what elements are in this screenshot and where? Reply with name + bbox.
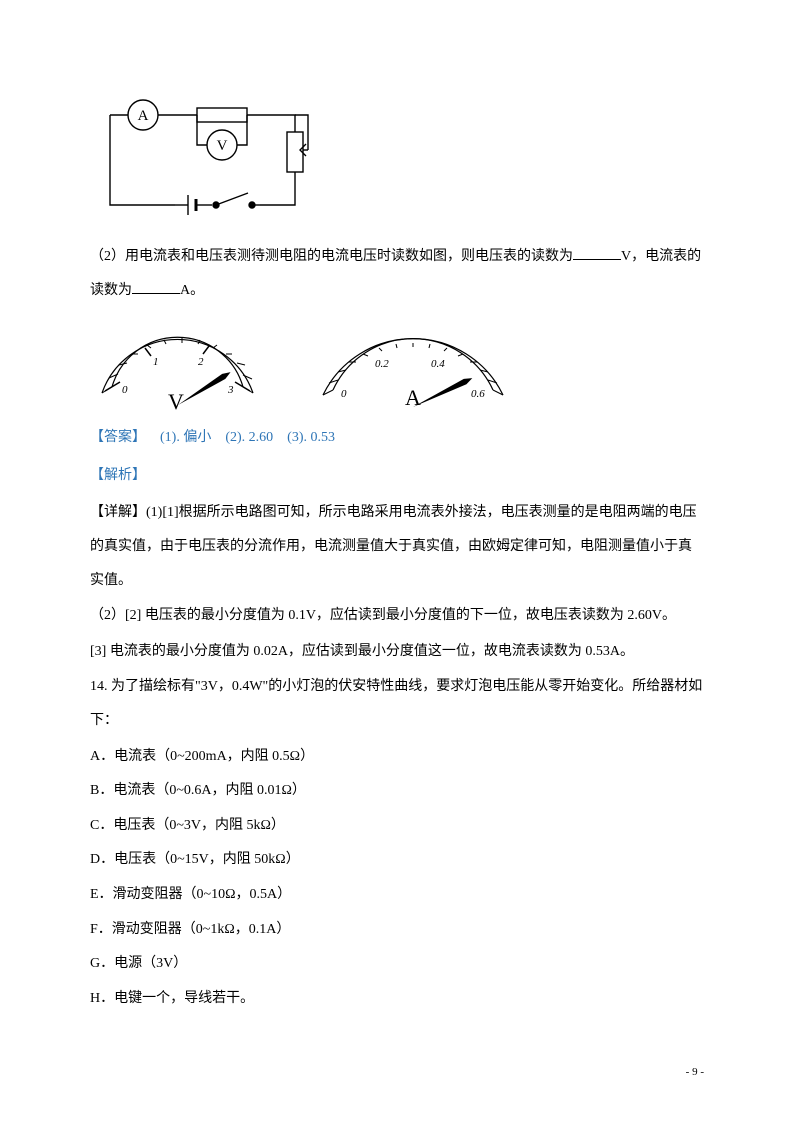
q2-text-c: A。 xyxy=(180,283,204,298)
voltmeter-symbol: V xyxy=(217,138,228,154)
detail-p2: （2）[2] 电压表的最小分度值为 0.1V，应估读到最小分度值的下一位，故电压… xyxy=(90,599,704,633)
detail-p1: 【详解】(1)[1]根据所示电路图可知，所示电路采用电流表外接法，电压表测量的是… xyxy=(90,496,704,597)
v-tick-2: 2 xyxy=(198,356,204,368)
q14-intro: 14. 为了描绘标有"3V，0.4W"的小灯泡的伏安特性曲线，要求灯泡电压能从零… xyxy=(90,670,704,737)
answer-p3-label: (3). xyxy=(287,430,307,445)
a-tick-0: 0 xyxy=(341,388,347,400)
meters-row: 0 1 2 3 V 0 0.2 0.4 0.6 A xyxy=(90,323,704,413)
blank-voltage xyxy=(573,246,621,260)
q14-item-e: E．滑动变阻器（0~10Ω，0.5A） xyxy=(90,878,704,912)
q14-item-h: H．电键一个，导线若干。 xyxy=(90,982,704,1016)
voltmeter-gauge: 0 1 2 3 V xyxy=(90,323,265,413)
ammeter-gauge: 0 0.2 0.4 0.6 A xyxy=(313,335,513,413)
answer-line: 【答案】 (1). 偏小 (2). 2.60 (3). 0.53 xyxy=(90,421,704,455)
q14-item-g: G．电源（3V） xyxy=(90,947,704,981)
a-tick-1: 0.2 xyxy=(375,358,389,370)
v-tick-3: 3 xyxy=(227,384,234,396)
answer-p1-value: 偏小 xyxy=(183,430,211,445)
v-tick-0: 0 xyxy=(122,384,128,396)
question-2-text: （2）用电流表和电压表测待测电阻的电流电压时读数如图，则电压表的读数为V，电流表… xyxy=(90,240,704,307)
answer-p2-label: (2). xyxy=(225,430,245,445)
voltmeter-unit: V xyxy=(168,389,184,413)
v-tick-1: 1 xyxy=(153,356,159,368)
analysis-label: 【解析】 xyxy=(90,459,704,493)
q14-item-a: A．电流表（0~200mA，内阻 0.5Ω） xyxy=(90,740,704,774)
q2-text-a: （2）用电流表和电压表测待测电阻的电流电压时读数如图，则电压表的读数为 xyxy=(90,249,573,264)
page-number: - 9 - xyxy=(686,1059,704,1085)
answer-p2-value: 2.60 xyxy=(249,430,274,445)
ammeter-symbol: A xyxy=(138,108,149,124)
a-tick-2: 0.4 xyxy=(431,358,445,370)
q14-item-c: C．电压表（0~3V，内阻 5kΩ） xyxy=(90,809,704,843)
answer-p3-value: 0.53 xyxy=(310,430,335,445)
answer-label: 【答案】 xyxy=(90,430,146,445)
detail-p3: [3] 电流表的最小分度值为 0.02A，应估读到最小分度值这一位，故电流表读数… xyxy=(90,635,704,669)
ammeter-unit: A xyxy=(405,385,421,410)
circuit-diagram: A V xyxy=(90,90,704,220)
q14-item-f: F．滑动变阻器（0~1kΩ，0.1A） xyxy=(90,913,704,947)
q14-item-b: B．电流表（0~0.6A，内阻 0.01Ω） xyxy=(90,774,704,808)
blank-current xyxy=(132,280,180,294)
answer-p1-label: (1). xyxy=(160,430,180,445)
q14-item-d: D．电压表（0~15V，内阻 50kΩ） xyxy=(90,843,704,877)
a-tick-3: 0.6 xyxy=(471,388,485,400)
